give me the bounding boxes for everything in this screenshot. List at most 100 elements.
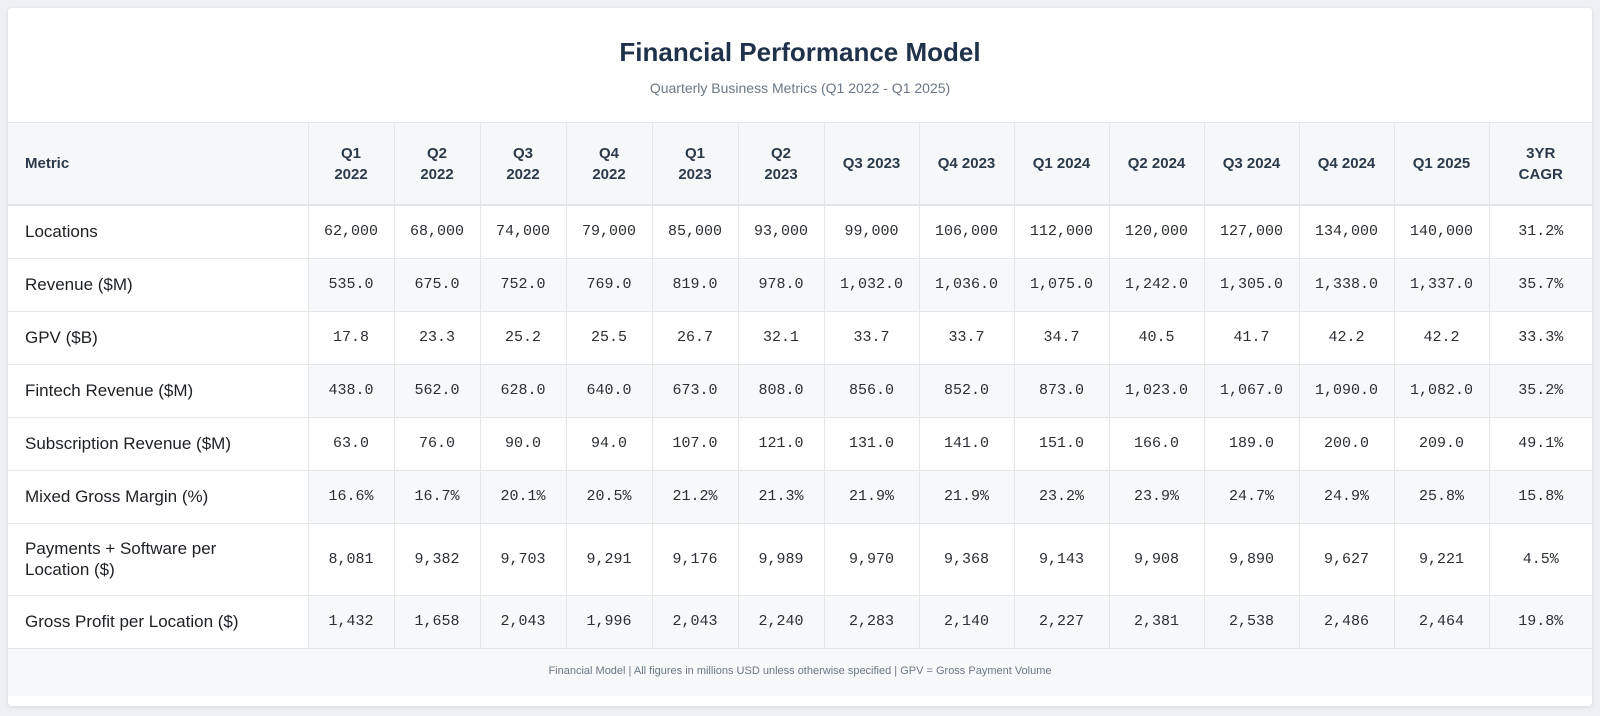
table-row: Subscription Revenue ($M) 63.0 76.0 90.0 94.… bbox=[8, 417, 1592, 471]
page-header: Financial Performance Model Quarterly Bu… bbox=[8, 8, 1592, 123]
column-header: Q4 2022 bbox=[566, 123, 653, 206]
value-cell: 140,000 bbox=[1394, 205, 1490, 259]
value-cell: 1,996 bbox=[566, 595, 653, 649]
value-cell: 9,908 bbox=[1109, 523, 1205, 596]
header-row: Metric Q1 2022 Q2 2022 Q3 2022 Q4 2022 Q1 2023 Q2 20… bbox=[8, 123, 1592, 206]
value-cell: 68,000 bbox=[394, 205, 481, 259]
value-cell: 1,242.0 bbox=[1109, 258, 1205, 312]
footer-note: Financial Model | All figures in million… bbox=[8, 648, 1592, 696]
value-cell: 21.9% bbox=[824, 470, 920, 524]
value-cell: 1,082.0 bbox=[1394, 364, 1490, 418]
table-body: Locations 62,000 68,000 74,000 79,000 85,000 9… bbox=[8, 205, 1592, 649]
value-cell: 9,176 bbox=[652, 523, 739, 596]
value-cell: 76.0 bbox=[394, 417, 481, 471]
value-cell: 33.7 bbox=[919, 311, 1015, 365]
value-cell: 628.0 bbox=[480, 364, 567, 418]
value-cell: 20.1% bbox=[480, 470, 567, 524]
value-cell: 21.9% bbox=[919, 470, 1015, 524]
value-cell: 23.2% bbox=[1014, 470, 1110, 524]
value-cell: 79,000 bbox=[566, 205, 653, 259]
value-cell: 107.0 bbox=[652, 417, 739, 471]
value-cell: 25.2 bbox=[480, 311, 567, 365]
table-row: Mixed Gross Margin (%) 16.6% 16.7% 20.1% 20.… bbox=[8, 470, 1592, 524]
column-header: Q3 2023 bbox=[824, 123, 920, 206]
column-header: Q3 2024 bbox=[1204, 123, 1300, 206]
column-header: Q4 2023 bbox=[919, 123, 1015, 206]
value-cell: 8,081 bbox=[308, 523, 395, 596]
value-cell: 438.0 bbox=[308, 364, 395, 418]
column-header: Q2 2023 bbox=[738, 123, 825, 206]
value-cell: 127,000 bbox=[1204, 205, 1300, 259]
column-header: Q2 2024 bbox=[1109, 123, 1205, 206]
column-header: Q1 2025 bbox=[1394, 123, 1490, 206]
cagr-cell: 19.8% bbox=[1489, 595, 1592, 649]
metric-label: Subscription Revenue ($M) bbox=[8, 417, 309, 471]
value-cell: 2,043 bbox=[652, 595, 739, 649]
value-cell: 9,382 bbox=[394, 523, 481, 596]
value-cell: 99,000 bbox=[824, 205, 920, 259]
value-cell: 20.5% bbox=[566, 470, 653, 524]
cagr-cell: 15.8% bbox=[1489, 470, 1592, 524]
value-cell: 852.0 bbox=[919, 364, 1015, 418]
value-cell: 131.0 bbox=[824, 417, 920, 471]
value-cell: 42.2 bbox=[1299, 311, 1395, 365]
value-cell: 32.1 bbox=[738, 311, 825, 365]
value-cell: 1,305.0 bbox=[1204, 258, 1300, 312]
value-cell: 1,032.0 bbox=[824, 258, 920, 312]
value-cell: 106,000 bbox=[919, 205, 1015, 259]
value-cell: 134,000 bbox=[1299, 205, 1395, 259]
table-row: Revenue ($M) 535.0 675.0 752.0 769.0 819.0 978… bbox=[8, 258, 1592, 312]
cagr-cell: 33.3% bbox=[1489, 311, 1592, 365]
value-cell: 9,627 bbox=[1299, 523, 1395, 596]
value-cell: 17.8 bbox=[308, 311, 395, 365]
value-cell: 2,464 bbox=[1394, 595, 1490, 649]
value-cell: 2,240 bbox=[738, 595, 825, 649]
value-cell: 25.5 bbox=[566, 311, 653, 365]
value-cell: 26.7 bbox=[652, 311, 739, 365]
value-cell: 21.3% bbox=[738, 470, 825, 524]
value-cell: 41.7 bbox=[1204, 311, 1300, 365]
value-cell: 2,283 bbox=[824, 595, 920, 649]
column-header: Q3 2022 bbox=[480, 123, 567, 206]
value-cell: 9,989 bbox=[738, 523, 825, 596]
value-cell: 2,538 bbox=[1204, 595, 1300, 649]
column-header: Q1 2023 bbox=[652, 123, 739, 206]
cagr-cell: 4.5% bbox=[1489, 523, 1592, 596]
column-header: Q1 2022 bbox=[308, 123, 395, 206]
page-subtitle: Quarterly Business Metrics (Q1 2022 - Q1… bbox=[649, 80, 951, 96]
value-cell: 23.9% bbox=[1109, 470, 1205, 524]
value-cell: 978.0 bbox=[738, 258, 825, 312]
value-cell: 33.7 bbox=[824, 311, 920, 365]
value-cell: 90.0 bbox=[480, 417, 567, 471]
value-cell: 25.8% bbox=[1394, 470, 1490, 524]
value-cell: 1,067.0 bbox=[1204, 364, 1300, 418]
value-cell: 1,658 bbox=[394, 595, 481, 649]
value-cell: 24.7% bbox=[1204, 470, 1300, 524]
cagr-cell: 31.2% bbox=[1489, 205, 1592, 259]
value-cell: 189.0 bbox=[1204, 417, 1300, 471]
value-cell: 24.9% bbox=[1299, 470, 1395, 524]
table-row: Fintech Revenue ($M) 438.0 562.0 628.0 640.0… bbox=[8, 364, 1592, 418]
value-cell: 42.2 bbox=[1394, 311, 1490, 365]
value-cell: 819.0 bbox=[652, 258, 739, 312]
value-cell: 640.0 bbox=[566, 364, 653, 418]
value-cell: 535.0 bbox=[308, 258, 395, 312]
page-title: Financial Performance Model bbox=[619, 37, 981, 67]
value-cell: 62,000 bbox=[308, 205, 395, 259]
value-cell: 1,023.0 bbox=[1109, 364, 1205, 418]
value-cell: 9,368 bbox=[919, 523, 1015, 596]
table-row: GPV ($B) 17.8 23.3 25.2 25.5 26.7 32.1 33.7 33.7… bbox=[8, 311, 1592, 365]
metric-label: Payments + Software per Location ($) bbox=[8, 523, 309, 596]
value-cell: 85,000 bbox=[652, 205, 739, 259]
cagr-cell: 35.2% bbox=[1489, 364, 1592, 418]
value-cell: 2,381 bbox=[1109, 595, 1205, 649]
column-header: Q1 2024 bbox=[1014, 123, 1110, 206]
cagr-cell: 35.7% bbox=[1489, 258, 1592, 312]
value-cell: 23.3 bbox=[394, 311, 481, 365]
value-cell: 2,486 bbox=[1299, 595, 1395, 649]
value-cell: 1,338.0 bbox=[1299, 258, 1395, 312]
financial-model-card: Financial Performance Model Quarterly Bu… bbox=[8, 8, 1592, 706]
value-cell: 34.7 bbox=[1014, 311, 1110, 365]
value-cell: 2,043 bbox=[480, 595, 567, 649]
value-cell: 141.0 bbox=[919, 417, 1015, 471]
